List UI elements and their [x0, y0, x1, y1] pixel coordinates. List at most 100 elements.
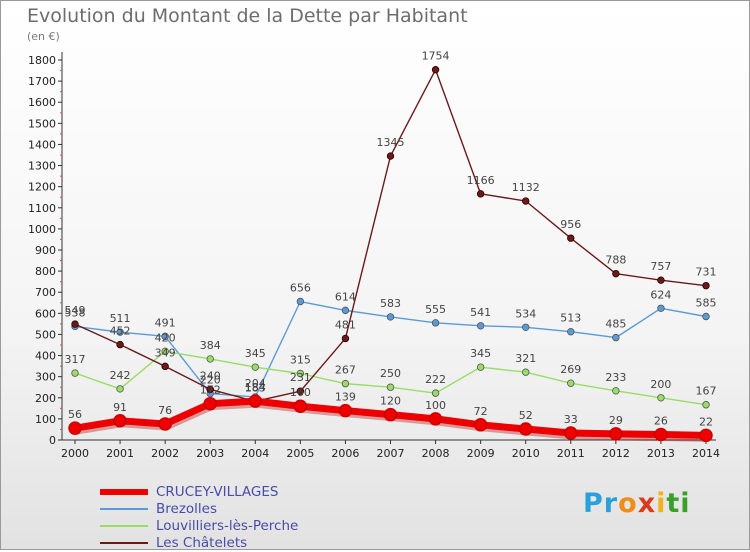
x-tick-label: 2008 — [422, 447, 450, 460]
legend-label: Louvilliers-lès-Perche — [156, 518, 299, 534]
y-tick-label: 700 — [35, 286, 56, 299]
data-point — [116, 385, 124, 393]
data-point — [476, 363, 485, 371]
y-tick-label: 1700 — [28, 75, 56, 88]
legend-swatch — [100, 525, 148, 527]
data-point — [473, 418, 488, 432]
data-point — [476, 322, 485, 330]
data-label: 452 — [110, 325, 131, 338]
data-point — [341, 306, 350, 315]
data-point — [116, 328, 124, 336]
data-point — [296, 387, 305, 395]
data-label: 317 — [65, 353, 86, 366]
x-tick-label: 2006 — [331, 447, 359, 460]
data-point — [476, 190, 485, 198]
data-point — [383, 407, 398, 422]
data-point — [657, 304, 665, 312]
data-label: 22 — [699, 415, 713, 428]
x-tick-label: 2004 — [241, 447, 269, 460]
logo-letter: o — [618, 488, 638, 519]
data-point — [522, 197, 530, 205]
data-label: 624 — [650, 288, 671, 301]
data-label: 585 — [696, 297, 717, 310]
legend-item: Louvilliers-lès-Perche — [100, 518, 360, 535]
data-point — [296, 297, 305, 306]
y-tick-label: 200 — [35, 392, 56, 405]
data-point — [702, 401, 710, 409]
data-point — [71, 320, 79, 328]
data-point — [612, 269, 620, 278]
x-tick-label: 2009 — [467, 447, 495, 460]
data-label: 555 — [425, 303, 446, 316]
data-point — [161, 347, 169, 356]
data-label: 345 — [245, 347, 266, 360]
data-label: 183 — [245, 381, 266, 394]
data-label: 1132 — [512, 181, 540, 194]
data-label: 184 — [245, 381, 266, 394]
y-tick-label: 1600 — [28, 96, 56, 109]
proxiti-logo: Proxiti — [583, 488, 691, 519]
logo-letter: i — [656, 488, 667, 519]
chart-title: Evolution du Montant de la Dette par Hab… — [27, 5, 468, 27]
data-label: 160 — [290, 386, 311, 399]
data-point — [564, 426, 578, 440]
data-label: 233 — [605, 371, 626, 384]
legend-label: CRUCEY-VILLAGES — [156, 484, 279, 500]
data-label: 72 — [474, 405, 488, 418]
y-tick-label: 1500 — [28, 117, 56, 130]
logo-letter: x — [637, 488, 657, 519]
y-tick-label: 600 — [35, 307, 56, 320]
data-label: 511 — [110, 312, 131, 325]
y-tick-label: 300 — [35, 371, 56, 384]
y-tick-label: 1100 — [28, 202, 56, 215]
y-tick-label: 1800 — [28, 54, 56, 67]
data-label: 491 — [155, 316, 176, 329]
data-label: 1754 — [422, 50, 450, 63]
logo-letter: P — [583, 488, 604, 519]
data-label: 485 — [605, 318, 626, 331]
data-point — [609, 427, 623, 441]
legend-swatch — [100, 489, 148, 495]
legend-swatch — [100, 542, 148, 544]
x-tick-label: 2000 — [61, 447, 89, 460]
data-point — [567, 379, 575, 387]
x-tick-label: 2014 — [692, 447, 720, 460]
data-label: 384 — [200, 339, 221, 352]
data-point — [158, 417, 172, 431]
x-tick-label: 2010 — [512, 447, 540, 460]
data-point — [68, 421, 82, 435]
data-label: 76 — [158, 404, 172, 417]
data-point — [251, 363, 259, 371]
data-point — [702, 281, 710, 290]
data-label: 167 — [696, 385, 717, 398]
data-point — [657, 276, 665, 284]
data-label: 420 — [155, 331, 176, 344]
logo-letter: t — [666, 488, 681, 519]
data-point — [203, 396, 217, 411]
data-label: 204 — [245, 377, 266, 390]
x-tick-label: 2012 — [602, 447, 630, 460]
data-label: 100 — [425, 399, 446, 412]
data-label: 1345 — [377, 136, 405, 149]
legend-item: Les Châtelets — [100, 535, 360, 552]
data-label: 513 — [560, 312, 581, 325]
legend-label: Brezolles — [156, 501, 218, 517]
data-point — [386, 313, 395, 321]
data-label: 91 — [113, 401, 127, 414]
y-tick-label: 100 — [35, 413, 56, 426]
data-label: 549 — [65, 304, 86, 317]
data-point — [518, 422, 533, 436]
data-label: 788 — [605, 254, 626, 267]
data-label: 26 — [654, 415, 668, 428]
data-point — [161, 332, 169, 341]
data-label: 345 — [470, 347, 491, 360]
y-tick-label: 0 — [49, 434, 56, 447]
data-label: 172 — [200, 384, 221, 397]
data-label: 52 — [519, 409, 533, 422]
data-point — [338, 403, 353, 418]
data-point — [612, 387, 620, 395]
data-label: 321 — [515, 352, 536, 365]
data-point — [567, 234, 575, 242]
logo-letter: r — [603, 488, 619, 519]
